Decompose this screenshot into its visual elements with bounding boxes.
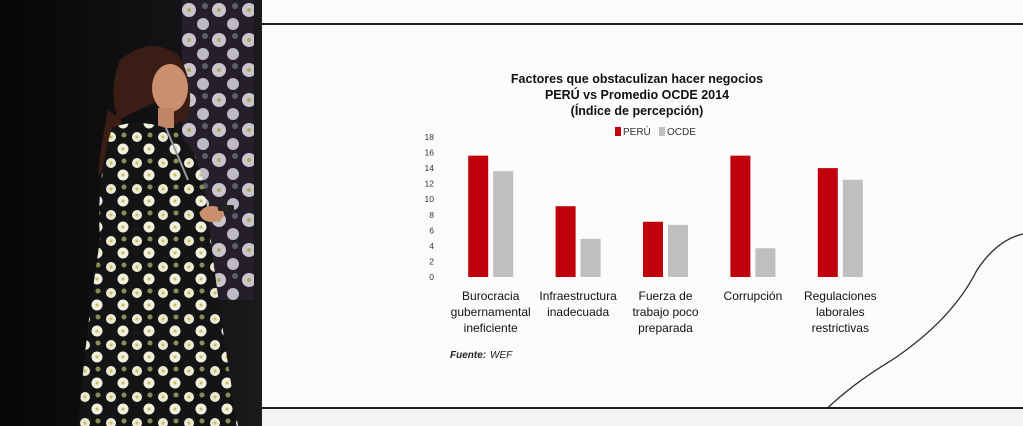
bar-peru bbox=[730, 155, 751, 277]
category-label: Fuerza de bbox=[638, 289, 692, 303]
slide-footer-strip bbox=[262, 409, 1023, 426]
presentation-slide: Factores que obstaculizan hacer negocios… bbox=[262, 0, 1023, 426]
category-label: Burocracia bbox=[462, 289, 520, 303]
bar-peru bbox=[468, 155, 489, 277]
bar-ocde bbox=[580, 238, 601, 277]
y-tick-label: 12 bbox=[425, 179, 435, 189]
category-label: laborales bbox=[816, 305, 865, 319]
chart-title-line: PERÚ vs Promedio OCDE 2014 bbox=[545, 87, 729, 102]
category-label: gubernamental bbox=[451, 305, 531, 319]
speaker-figure bbox=[78, 0, 254, 426]
bar-ocde bbox=[842, 179, 863, 277]
category-label: trabajo poco bbox=[632, 305, 698, 319]
category-label: Regulaciones bbox=[804, 289, 877, 303]
category-label: restrictivas bbox=[812, 321, 869, 335]
bar-peru bbox=[817, 168, 838, 277]
bars bbox=[468, 155, 863, 277]
y-tick-label: 10 bbox=[425, 194, 435, 204]
legend-label-1: OCDE bbox=[667, 127, 696, 138]
chart-title-line: Factores que obstaculizan hacer negocios bbox=[511, 72, 763, 86]
category-label: preparada bbox=[638, 321, 693, 335]
category-label: Infraestructura bbox=[539, 289, 617, 303]
bar-peru bbox=[643, 221, 663, 277]
bar-chart: Factores que obstaculizan hacer negocios… bbox=[425, 72, 1023, 426]
y-tick-label: 16 bbox=[425, 148, 435, 158]
bar-peru bbox=[555, 206, 576, 277]
category-label: inadecuada bbox=[547, 305, 609, 319]
y-tick-label: 2 bbox=[429, 256, 434, 266]
y-tick-label: 6 bbox=[429, 225, 434, 235]
bar-ocde bbox=[755, 248, 776, 277]
chart-title: Factores que obstaculizan hacer negocios… bbox=[511, 72, 763, 118]
category-labels: Burocracia gubernamental ineficiente Infrae… bbox=[451, 289, 877, 335]
y-tick-label: 18 bbox=[425, 132, 435, 142]
slide-top-rule bbox=[262, 23, 1023, 25]
speaker-video-area bbox=[0, 0, 262, 426]
legend-swatch-0 bbox=[615, 127, 621, 136]
y-tick-label: 4 bbox=[429, 241, 434, 251]
source-value: WEF bbox=[490, 350, 513, 361]
chart-title-line: (Índice de percepción) bbox=[571, 103, 704, 118]
chart-legend: PERÚ OCDE bbox=[615, 125, 696, 138]
y-tick-label: 0 bbox=[429, 272, 434, 282]
y-axis: 0 2 4 6 8 10 12 14 16 18 bbox=[425, 132, 435, 282]
bar-ocde bbox=[668, 224, 688, 277]
category-label: Corrupción bbox=[724, 289, 783, 303]
category-label: ineficiente bbox=[464, 321, 518, 335]
bar-ocde bbox=[493, 171, 514, 277]
slide-bottom-rule bbox=[262, 407, 1023, 409]
legend-label-0: PERÚ bbox=[623, 125, 651, 138]
source-note: Fuente: WEF bbox=[450, 350, 513, 361]
source-label: Fuente: bbox=[450, 350, 486, 361]
y-tick-label: 14 bbox=[425, 163, 435, 173]
decorative-curve bbox=[809, 233, 1023, 426]
legend-swatch-1 bbox=[659, 127, 665, 136]
y-tick-label: 8 bbox=[429, 210, 434, 220]
